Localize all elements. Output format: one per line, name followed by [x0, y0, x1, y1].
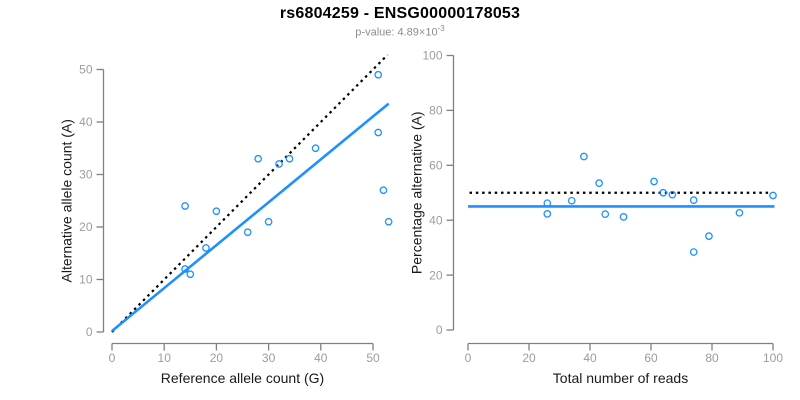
- data-point: [668, 190, 677, 199]
- y-tick-label: 40: [429, 213, 443, 227]
- data-point: [311, 144, 320, 153]
- y-tick-label: 30: [79, 168, 93, 182]
- data-point: [379, 186, 388, 195]
- data-point: [689, 248, 698, 256]
- data-point: [705, 232, 713, 240]
- plot-percentage-alternative: 0 20 40 60 80 100 0 20 40 60 80 100 Total number of …: [409, 49, 784, 386]
- data-point: [285, 154, 294, 163]
- data-point: [619, 213, 628, 221]
- data-point: [384, 217, 393, 226]
- y-tick-label: 0: [436, 323, 443, 337]
- y-tick-label: 80: [429, 104, 443, 118]
- x-tick-label: 40: [314, 351, 328, 365]
- pvalue-exponent: -3: [437, 24, 445, 33]
- x-axis-title: Total number of reads: [553, 370, 688, 386]
- data-point: [186, 270, 195, 279]
- data-point: [735, 208, 744, 217]
- y-axis-title: Alternative allele count (A): [59, 119, 75, 282]
- y-tick-label: 20: [79, 220, 93, 234]
- x-tick-label: 20: [522, 351, 536, 365]
- data-point: [275, 160, 283, 168]
- data-point: [181, 265, 189, 273]
- x-axis-title: Reference allele count (G): [161, 370, 324, 386]
- data-point: [769, 191, 777, 200]
- x-tick-label: 80: [705, 351, 719, 365]
- data-point: [243, 228, 252, 237]
- y-tick-label: 0: [86, 325, 93, 339]
- data-point: [543, 210, 552, 218]
- data-point: [580, 152, 588, 161]
- data-point: [650, 177, 658, 186]
- data-point: [254, 154, 263, 163]
- data-point: [212, 207, 221, 216]
- x-tick-label: 50: [366, 351, 380, 365]
- data-point: [264, 217, 273, 226]
- x-tick-label: 0: [465, 351, 472, 365]
- data-point: [601, 210, 610, 219]
- pvalue-text: p-value: 4.89×10: [355, 26, 438, 39]
- y-tick-label: 10: [79, 273, 93, 287]
- x-tick-label: 0: [109, 351, 116, 365]
- data-point: [689, 196, 698, 205]
- x-tick-label: 30: [262, 351, 276, 365]
- data-point: [543, 199, 552, 208]
- y-tick-label: 60: [429, 159, 443, 173]
- y-tick-label: 20: [429, 268, 443, 282]
- y-tick-label: 50: [79, 63, 93, 77]
- regression-line: [111, 102, 390, 332]
- identity-line: [111, 54, 389, 333]
- data-point: [567, 196, 576, 205]
- data-point: [374, 128, 383, 137]
- data-point: [595, 179, 604, 187]
- plot-allele-counts: 0 10 20 30 40 50 0 10 20 30 40 50 Reference allele c…: [59, 54, 393, 386]
- y-tick-label: 100: [422, 49, 442, 63]
- x-tick-label: 40: [583, 351, 597, 365]
- figure-subtitle: p-value: 4.89×10-3: [0, 24, 800, 39]
- y-tick-label: 40: [79, 115, 93, 129]
- x-tick-label: 10: [158, 351, 172, 365]
- data-point: [659, 188, 668, 197]
- x-tick-label: 60: [644, 351, 658, 365]
- x-tick-label: 100: [763, 351, 783, 365]
- x-tick-label: 20: [210, 351, 224, 365]
- y-axis-title: Percentage alternative (A): [409, 111, 425, 274]
- data-point: [374, 70, 383, 79]
- data-point: [202, 244, 210, 252]
- figure-title: rs6804259 - ENSG00000178053: [279, 5, 521, 22]
- data-point: [181, 202, 189, 210]
